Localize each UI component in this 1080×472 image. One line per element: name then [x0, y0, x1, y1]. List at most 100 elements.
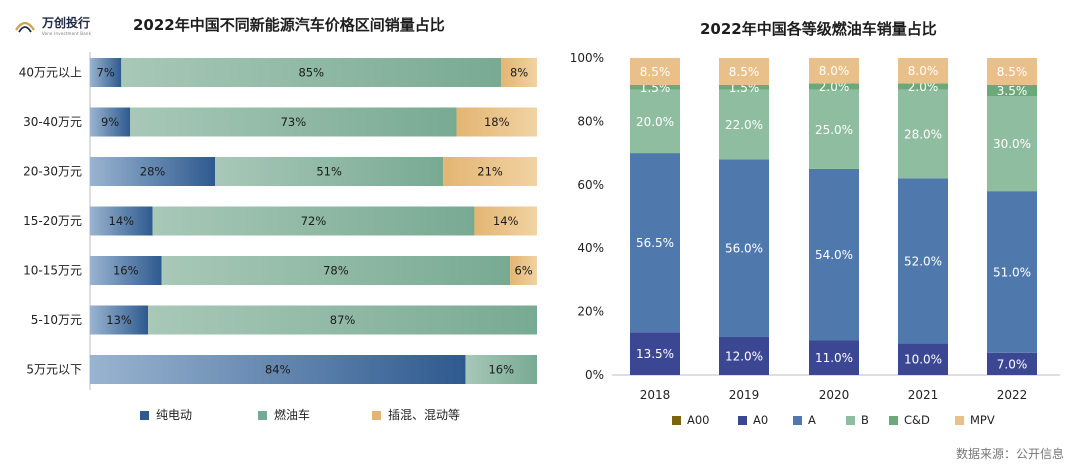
data-label: 6% [514, 264, 532, 278]
legend-swatch [955, 416, 964, 425]
column-segment [719, 336, 769, 375]
column-segment [809, 58, 859, 84]
legend-swatch [672, 416, 681, 425]
bar-segment [152, 206, 475, 236]
data-label: 12.0% [725, 349, 763, 363]
category-label: 5万元以下 [26, 363, 82, 377]
left-chart-title: 2022年中国不同新能源汽车价格区间销量占比 [133, 16, 445, 34]
bar-segment [90, 157, 216, 186]
column-segment [987, 96, 1037, 192]
data-label: 54.0% [815, 248, 853, 262]
column-segment [719, 58, 769, 85]
data-label: 8.5% [729, 65, 760, 79]
data-label: 56.5% [636, 236, 674, 250]
x-tick-label: 2021 [908, 388, 939, 402]
legend-label: A00 [687, 413, 710, 427]
y-tick-label: 60% [577, 178, 604, 192]
column-segment [809, 83, 859, 90]
bar-segment [121, 58, 502, 87]
data-label: 8.5% [640, 65, 671, 79]
data-label: 52.0% [904, 254, 942, 268]
data-label: 8.0% [908, 64, 939, 78]
category-label: 20-30万元 [23, 165, 82, 179]
category-label: 30-40万元 [23, 115, 82, 129]
data-label: 78% [323, 264, 349, 278]
bar-segment [510, 256, 537, 285]
data-label: 16% [113, 264, 139, 278]
data-label: 10.0% [904, 353, 942, 367]
column-segment [898, 89, 948, 179]
data-label: 9% [101, 115, 119, 129]
data-label: 2.0% [908, 80, 939, 94]
bar-segment [90, 206, 153, 236]
legend-swatch [258, 411, 267, 420]
legend-swatch [793, 416, 802, 425]
y-tick-label: 40% [577, 241, 604, 255]
logo-subtitle: Vone Investment Bank [42, 31, 92, 36]
column-segment [987, 58, 1037, 85]
category-label: 5-10万元 [31, 313, 82, 327]
legend-swatch [140, 411, 149, 420]
legend-swatch [889, 416, 898, 425]
data-label: 2.0% [819, 80, 850, 94]
legend-label: 纯电动 [156, 408, 192, 422]
data-label: 18% [484, 115, 510, 129]
data-label: 25.0% [815, 123, 853, 137]
source-note: 数据来源：公开信息 [955, 447, 1064, 461]
bar-segment [456, 107, 537, 137]
column-segment [809, 340, 859, 375]
data-label: 14% [493, 214, 519, 228]
legend-swatch [846, 416, 855, 425]
legend-label: B [861, 413, 869, 427]
x-tick-label: 2019 [729, 388, 760, 402]
column-segment [719, 159, 769, 337]
data-label: 20.0% [636, 115, 674, 129]
data-label: 28.0% [904, 128, 942, 142]
data-label: 21% [477, 165, 503, 179]
right-chart-panel: 2022年中国各等级燃油车销量占比 0% 20% 40% 60% 80% 100% 13.5… [550, 0, 1080, 472]
column-segment [987, 352, 1037, 375]
data-label: 7% [97, 66, 115, 80]
column-segment [719, 89, 769, 160]
data-label: 11.0% [815, 351, 853, 365]
data-label: 16% [488, 363, 514, 377]
data-label: 72% [301, 214, 327, 228]
category-label: 15-20万元 [23, 214, 82, 228]
data-label: 51.0% [993, 265, 1031, 279]
data-label: 28% [140, 165, 166, 179]
right-chart-title: 2022年中国各等级燃油车销量占比 [700, 20, 937, 38]
y-tick-label: 80% [577, 114, 604, 128]
column-segment [630, 332, 680, 375]
bar-segment [215, 157, 444, 186]
category-label: 10-15万元 [23, 264, 82, 278]
column-segment [719, 84, 769, 90]
data-label: 56.0% [725, 242, 763, 256]
data-label: 85% [298, 66, 324, 80]
column-segment [630, 58, 680, 85]
left-chart-panel: 万创投行 Vone Investment Bank 2022年中国不同新能源汽车… [15, 16, 538, 422]
column-segment [898, 58, 948, 84]
data-label: 84% [265, 363, 291, 377]
legend-label: C&D [904, 413, 930, 427]
column-segment [630, 89, 680, 154]
data-label: 22.0% [725, 118, 763, 132]
legend-label: 插混、混动等 [388, 408, 460, 422]
y-tick-label: 20% [577, 305, 604, 319]
data-label: 13.5% [636, 347, 674, 361]
data-label: 87% [330, 313, 356, 327]
column-segment [898, 343, 948, 375]
column-segment [630, 153, 680, 333]
bar-segment [130, 107, 457, 137]
y-tick-label: 0% [585, 368, 604, 382]
data-label: 8.0% [819, 64, 850, 78]
data-label: 3.5% [997, 84, 1028, 98]
bar-segment [465, 355, 537, 384]
bar-segment [474, 206, 537, 236]
bar-segment [90, 107, 131, 137]
bar-segment [161, 256, 511, 285]
bar-segment [501, 58, 537, 87]
category-label: 40万元以上 [19, 66, 82, 80]
x-tick-label: 2022 [997, 388, 1028, 402]
column-segment [809, 89, 859, 169]
logo-name: 万创投行 [42, 16, 91, 30]
